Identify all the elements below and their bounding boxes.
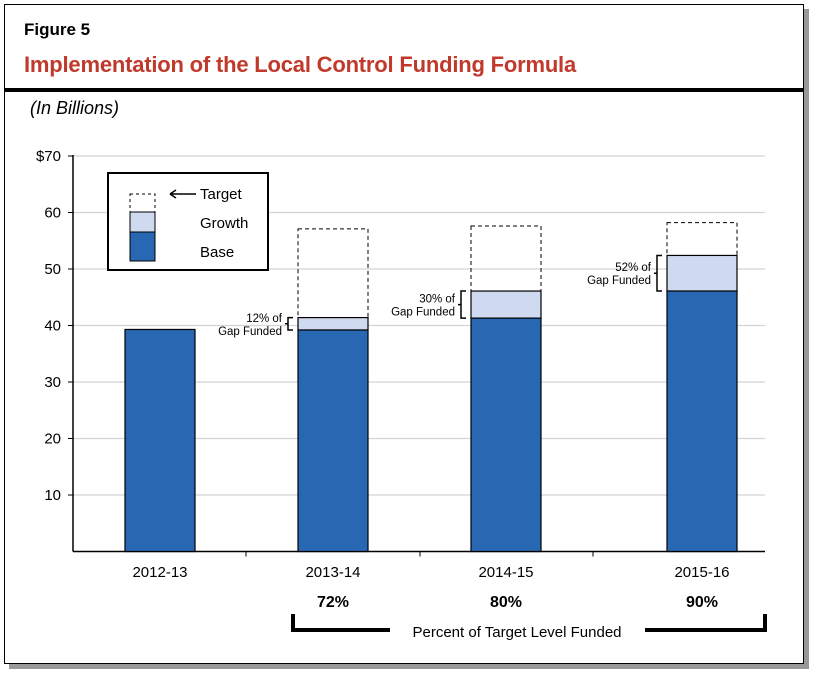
x-tick-label: 2013-14 (305, 564, 360, 581)
gap-label: Gap Funded (218, 326, 282, 338)
legend-growth-swatch (129, 211, 156, 233)
base-bar (666, 290, 738, 553)
x-tick-label: 2012-13 (132, 564, 187, 581)
gap-bracket (285, 316, 293, 331)
legend-target-label: Target (200, 186, 243, 203)
growth-bar (470, 290, 542, 319)
percent-funded-label: 80% (490, 594, 522, 611)
percent-funded-label: 90% (686, 594, 718, 611)
arrow-left-icon (169, 189, 196, 199)
gap-label: 30% of (419, 294, 456, 306)
chart-subtitle: (In Billions) (30, 98, 120, 118)
figure-label: Figure 5 (24, 20, 91, 39)
chart-title: Implementation of the Local Control Fund… (24, 52, 577, 77)
growth-bar (666, 254, 738, 292)
target-bar (470, 225, 542, 292)
gap-label: 52% of (615, 262, 652, 274)
y-tick-label: 30 (44, 374, 61, 391)
legend-base-swatch (129, 231, 156, 262)
x-tick-label: 2014-15 (478, 564, 533, 581)
gap-bracket (654, 254, 662, 292)
y-tick-label: 60 (44, 205, 61, 222)
y-tick-label: 10 (44, 487, 61, 504)
growth-bar (297, 316, 369, 331)
y-tick-label: $70 (36, 148, 61, 165)
gap-label: Gap Funded (587, 275, 651, 287)
gap-label: Gap Funded (391, 307, 455, 319)
legend-growth-label: Growth (200, 215, 248, 232)
x-tick-label: 2015-16 (674, 564, 729, 581)
percent-funded-caption: Percent of Target Level Funded (412, 624, 621, 641)
gap-label: 12% of (246, 313, 283, 325)
y-tick-label: 40 (44, 318, 61, 335)
percent-bracket (291, 614, 767, 632)
target-bar (666, 222, 738, 256)
base-bar (470, 317, 542, 553)
base-bar (124, 328, 196, 553)
y-tick-label: 50 (44, 261, 61, 278)
legend-base-label: Base (200, 244, 234, 261)
percent-funded-label: 72% (317, 594, 349, 611)
base-bar (297, 329, 369, 553)
title-divider (4, 88, 804, 92)
gap-bracket (458, 290, 466, 319)
target-bar (297, 228, 369, 319)
y-tick-label: 20 (44, 431, 61, 448)
